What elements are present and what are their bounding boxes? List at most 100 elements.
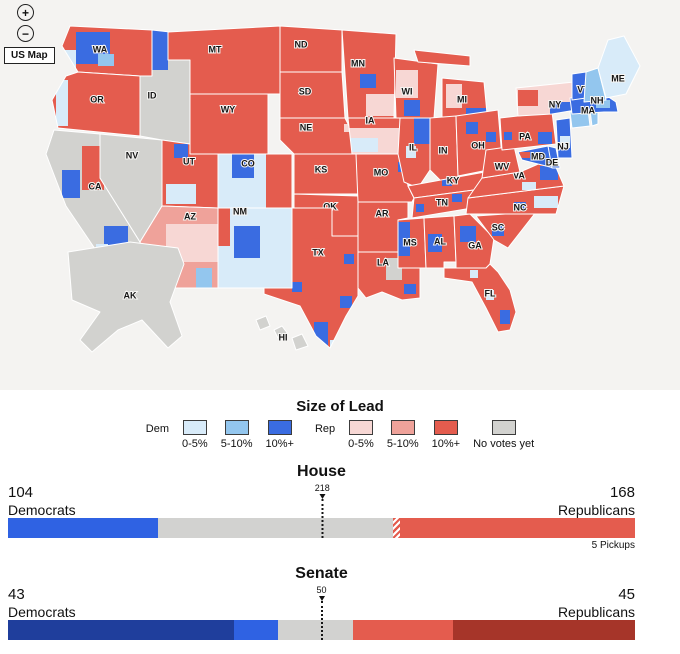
district-patch: [62, 170, 80, 198]
district-patch: [174, 144, 188, 158]
district-patch: [414, 118, 430, 144]
state-MN[interactable]: MN: [341, 29, 397, 119]
state-MS[interactable]: MS: [397, 217, 427, 269]
senate-segment-uncalled: [277, 620, 353, 640]
senate-balance-bar: [8, 620, 635, 640]
senate-right-value: 45: [618, 586, 635, 603]
state-WA[interactable]: WA: [61, 25, 153, 77]
legend-rep-label: Rep: [314, 423, 336, 435]
legend-dem-2-swatch: 10%+: [266, 420, 294, 450]
state-WI[interactable]: WI: [393, 57, 439, 119]
house-right-value: 168: [609, 484, 635, 501]
legend-dem-1-color: [224, 420, 249, 435]
state-FL[interactable]: FL: [443, 263, 517, 333]
district-patch: [518, 90, 538, 106]
legend-dem-2-color: [267, 420, 292, 435]
state-WY[interactable]: WY: [189, 93, 269, 155]
size-of-lead-legend: Size of Lead Dem 0-5% 5-10% 10%+ Rep 0-5% 5…: [0, 398, 680, 450]
state-AK[interactable]: AK: [67, 241, 185, 353]
senate-segment-dem-wins: [233, 620, 278, 640]
senate-section: Senate 43 Democrats 45 Republicans 50: [8, 565, 635, 654]
senate-segment-rep-holdovers: [453, 620, 635, 640]
state-NJ[interactable]: NJ: [555, 117, 573, 159]
senate-title: Senate: [295, 565, 348, 582]
state-KS[interactable]: KS: [293, 153, 359, 195]
district-patch: [406, 146, 416, 158]
state-WV[interactable]: WV: [481, 145, 521, 179]
house-right-party: Republicans: [557, 501, 635, 518]
state-NY[interactable]: NY: [515, 81, 577, 117]
house-title: House: [297, 463, 346, 480]
state-CO[interactable]: CO: [217, 152, 293, 209]
house-left-total: 104 Democrats: [8, 484, 76, 518]
district-patch: [428, 234, 442, 252]
district-patch: [98, 54, 114, 66]
legend-rep-2-color: [433, 420, 458, 435]
state-ND[interactable]: ND: [279, 25, 343, 73]
district-patch: [166, 184, 196, 204]
district-patch: [234, 226, 260, 258]
district-patch: [550, 102, 572, 114]
district-patch: [340, 296, 352, 308]
house-segment-uncalled: [157, 518, 393, 538]
house-right-total: 168 Republicans: [558, 484, 635, 518]
district-patch: [486, 290, 494, 300]
state-SD[interactable]: SD: [279, 71, 346, 119]
state-AL[interactable]: AL: [423, 215, 457, 269]
district-patch: [348, 118, 404, 128]
state-NM[interactable]: NM: [217, 205, 293, 289]
state-PA[interactable]: PA: [499, 111, 557, 151]
district-patch: [522, 182, 536, 190]
district-patch: [470, 270, 478, 278]
senate-left-total: 43 Democrats: [8, 586, 76, 620]
district-patch: [460, 226, 476, 242]
state-NE[interactable]: NE: [279, 117, 357, 155]
senate-segment-rep-wins: [352, 620, 454, 640]
district-patch: [540, 166, 558, 180]
legend-dem-0-swatch: 0-5%: [182, 420, 208, 450]
district-patch: [560, 136, 570, 148]
state-IN[interactable]: IN: [429, 115, 459, 185]
legend-rep-0-swatch: 0-5%: [348, 420, 374, 450]
us-map-view-button[interactable]: US Map: [4, 47, 55, 64]
district-patch: [534, 196, 558, 208]
district-patch: [196, 268, 212, 288]
district-patch: [360, 74, 376, 88]
district-patch: [514, 202, 526, 210]
district-patch: [404, 100, 420, 116]
legend-title: Size of Lead: [296, 398, 384, 415]
state-IL[interactable]: IL: [397, 117, 431, 189]
state-ME[interactable]: ME: [597, 35, 641, 99]
legend-dem-0-label: 0-5%: [182, 438, 208, 450]
district-patch: [82, 146, 104, 190]
district-patch: [344, 254, 354, 264]
legend-dem-0-color: [182, 420, 207, 435]
district-patch: [466, 122, 478, 134]
district-patch: [442, 178, 452, 186]
zoom-in-button[interactable]: +: [17, 4, 34, 21]
legend-dem-1-label: 5-10%: [220, 438, 253, 450]
district-patch: [396, 70, 418, 98]
house-segment-rep-leads: [400, 518, 635, 538]
state-OR[interactable]: OR: [51, 71, 141, 137]
district-patch: [596, 100, 610, 108]
district-patch: [500, 310, 510, 324]
legend-dem-2-label: 10%+: [265, 438, 294, 450]
state-HI[interactable]: HI: [255, 315, 309, 351]
legend-no-votes-swatch: No votes yet: [473, 420, 534, 450]
house-section: House 104 Democrats 168 Republicans 218 5 Pic…: [8, 463, 635, 552]
district-patch: [492, 224, 504, 236]
senate-pickups-note: [8, 642, 635, 654]
legend-dem-label: Dem: [145, 423, 170, 435]
district-patch: [218, 208, 230, 246]
district-patch: [404, 284, 416, 294]
district-patch: [446, 84, 462, 108]
legend-no-votes-color: [491, 420, 516, 435]
legend-no-votes-label: No votes yet: [473, 438, 535, 450]
legend-rep-1-color: [390, 420, 415, 435]
district-patch: [538, 132, 552, 144]
zoom-out-button[interactable]: −: [17, 25, 34, 42]
house-segment-dem-leads: [8, 518, 158, 538]
legend-dem-1-swatch: 5-10%: [221, 420, 253, 450]
